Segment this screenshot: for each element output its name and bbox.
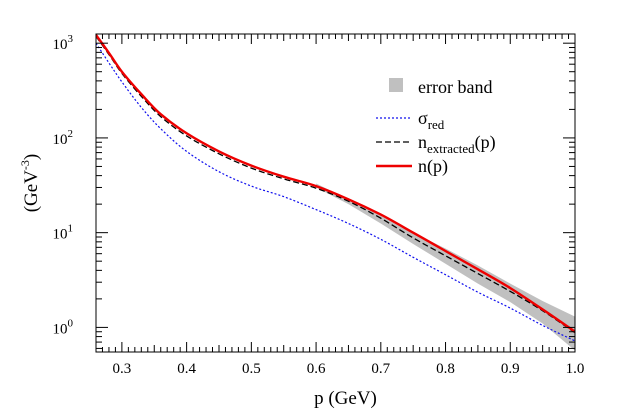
- legend-label-n-extracted-sub: extracted: [427, 141, 475, 156]
- legend-swatch-error-band: [389, 78, 403, 92]
- axis-ticks: 0.3 0.4 0.5 0.6 0.7 0.8 0.9 1.0 100 101 102 103: [53, 33, 585, 377]
- legend-label-n-p: n(p): [418, 156, 448, 177]
- legend-label-n-extracted-main: n: [418, 132, 427, 152]
- x-tick-label: 0.4: [177, 361, 196, 377]
- y-axis-title-close: ): [21, 154, 42, 160]
- x-tick-label: 0.9: [501, 361, 520, 377]
- x-axis-title: p (GeV): [314, 388, 377, 409]
- legend-item-n-p: n(p): [376, 156, 448, 177]
- y-axis-title: (GeV-3): [18, 154, 42, 213]
- y-tick-label: 103: [53, 33, 74, 53]
- x-tick-label: 0.6: [307, 361, 326, 377]
- plot-area: [96, 34, 575, 351]
- legend-label-n-extracted-suffix: (p): [475, 132, 496, 153]
- legend-label-n-extracted: nextracted(p): [418, 132, 496, 156]
- legend-label-sigma-red-main: σ: [418, 108, 428, 128]
- x-tick-label: 1.0: [566, 361, 585, 377]
- y-tick-label: 101: [53, 223, 74, 243]
- x-tick-label: 0.8: [436, 361, 455, 377]
- y-tick-label: 100: [53, 317, 74, 337]
- series-line-n-extracted: [96, 36, 575, 334]
- series-line-n-p: [96, 34, 575, 333]
- y-axis-title-exponent: -3: [18, 160, 32, 170]
- legend-item-sigma-red: σred: [376, 108, 445, 132]
- legend-item-error-band: error band: [389, 77, 492, 97]
- x-tick-label: 0.7: [371, 361, 390, 377]
- y-tick-label: 102: [53, 128, 74, 148]
- legend: error band σred nextracted(p) n(p): [376, 77, 496, 177]
- legend-label-sigma-red: σred: [418, 108, 445, 132]
- x-tick-label: 0.5: [242, 361, 261, 377]
- y-axis-title-main: (GeV: [21, 170, 42, 212]
- x-tick-label: 0.3: [113, 361, 132, 377]
- legend-label-sigma-red-sub: red: [428, 117, 445, 132]
- series-line-sigma-red: [96, 42, 575, 342]
- legend-label-error-band: error band: [418, 77, 492, 97]
- error-band: [316, 183, 575, 351]
- legend-item-n-extracted: nextracted(p): [376, 132, 496, 156]
